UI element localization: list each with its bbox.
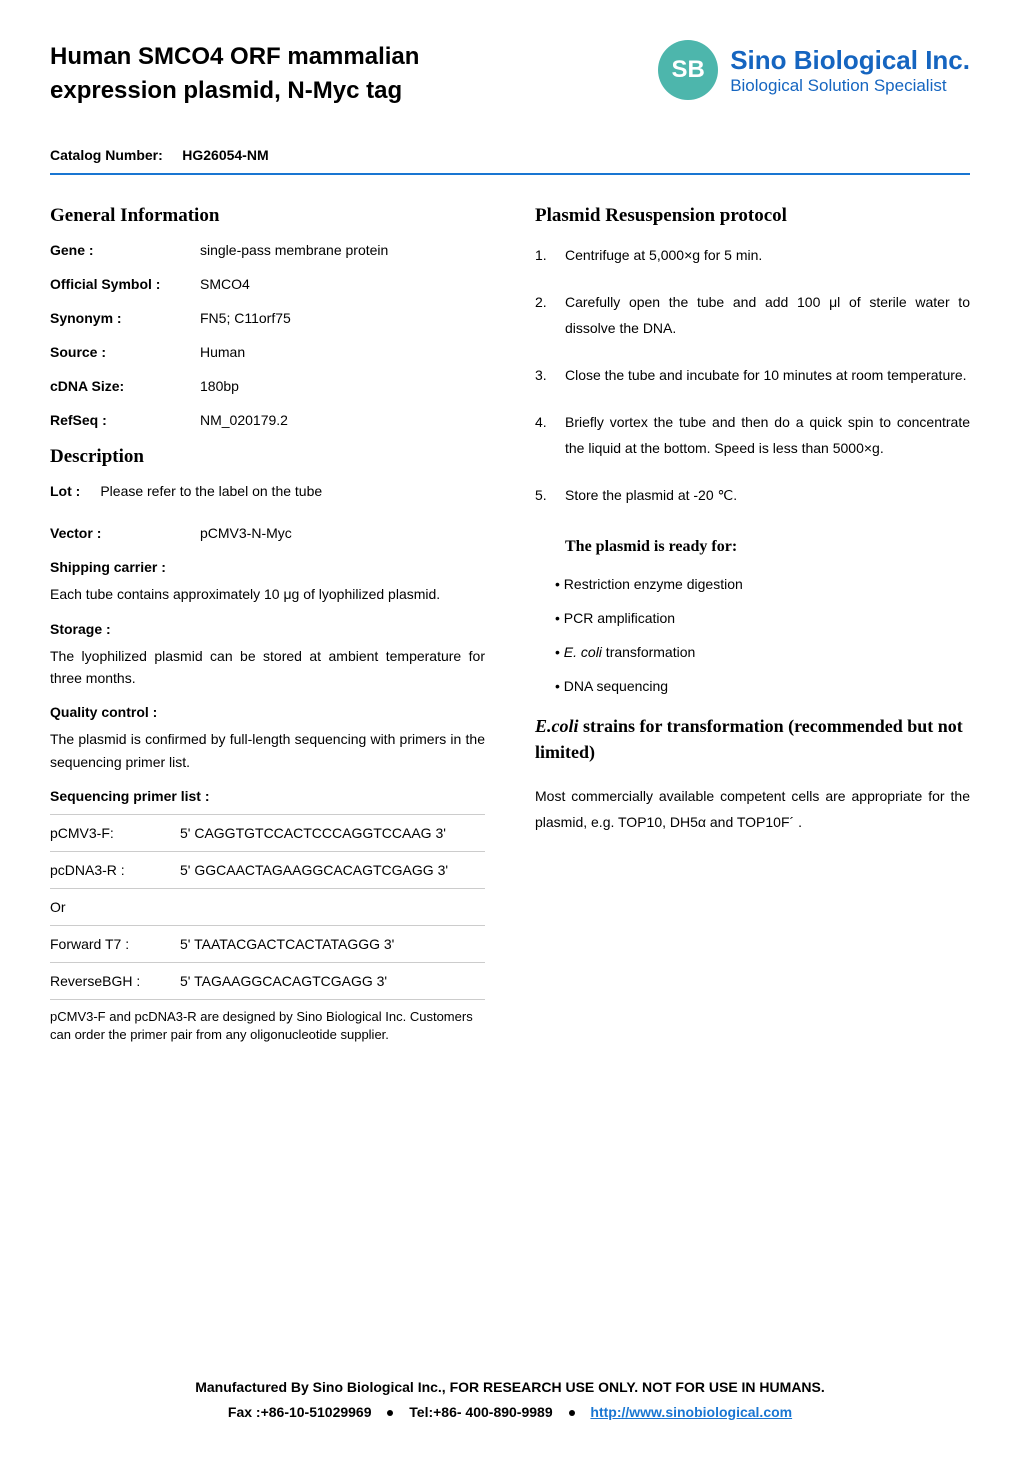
info-value: 180bp	[200, 378, 485, 394]
footer-fax: Fax :+86-10-51029969	[228, 1404, 372, 1420]
ready-item: • Restriction enzyme digestion	[555, 576, 970, 592]
primer-table: pCMV3-F:5' CAGGTGTCCACTCCCAGGTCCAAG 3' p…	[50, 814, 485, 1000]
shipping-text: Each tube contains approximately 10 μg o…	[50, 583, 485, 605]
footer-link[interactable]: http://www.sinobiological.com	[590, 1404, 792, 1420]
info-row: RefSeq :NM_020179.2	[50, 412, 485, 428]
shipping-label: Shipping carrier :	[50, 559, 485, 575]
storage-label: Storage :	[50, 621, 485, 637]
protocol-text: Carefully open the tube and add 100 μl o…	[565, 289, 970, 342]
info-label: Synonym :	[50, 310, 200, 326]
info-label: Gene :	[50, 242, 200, 258]
catalog-row: Catalog Number: HG26054-NM	[50, 147, 970, 165]
logo-icon: SB	[658, 40, 718, 100]
primer-row: ReverseBGH :5' TAGAAGGCACAGTCGAGG 3'	[50, 963, 485, 1000]
protocol-num: 1.	[535, 242, 565, 269]
info-value: single-pass membrane protein	[200, 242, 485, 258]
content: General Information Gene :single-pass me…	[50, 195, 970, 1044]
primer-seq: 5' CAGGTGTCCACTCCCAGGTCCAAG 3'	[180, 825, 485, 841]
info-row: Official Symbol :SMCO4	[50, 276, 485, 292]
lot-value: Please refer to the label on the tube	[100, 483, 322, 507]
lot-row: Lot : Please refer to the label on the t…	[50, 483, 485, 507]
footer-line2: Fax :+86-10-51029969 Tel:+86- 400-890-99…	[50, 1400, 970, 1425]
footer-tel: Tel:+86- 400-890-9989	[409, 1404, 552, 1420]
primer-row: Or	[50, 889, 485, 926]
info-row: Gene :single-pass membrane protein	[50, 242, 485, 258]
protocol-text: Centrifuge at 5,000×g for 5 min.	[565, 242, 762, 269]
bullet-icon	[569, 1410, 575, 1416]
footer: Manufactured By Sino Biological Inc., FO…	[50, 1375, 970, 1425]
footer-line1: Manufactured By Sino Biological Inc., FO…	[50, 1375, 970, 1400]
info-row: Synonym :FN5; C11orf75	[50, 310, 485, 326]
vector-label: Vector :	[50, 525, 200, 541]
description-heading: Description	[50, 446, 485, 468]
protocol-num: 3.	[535, 362, 565, 389]
protocol-item: 1.Centrifuge at 5,000×g for 5 min.	[535, 242, 970, 269]
protocol-item: 5.Store the plasmid at -20 ℃.	[535, 482, 970, 509]
info-row: cDNA Size:180bp	[50, 378, 485, 394]
right-column: Plasmid Resuspension protocol 1.Centrifu…	[535, 195, 970, 1044]
primer-seq: 5' TAATACGACTCACTATAGGG 3'	[180, 936, 485, 952]
storage-text: The lyophilized plasmid can be stored at…	[50, 645, 485, 690]
info-value: SMCO4	[200, 276, 485, 292]
divider	[50, 173, 970, 175]
primer-row: pcDNA3-R :5' GGCAACTAGAAGGCACAGTCGAGG 3'	[50, 852, 485, 889]
header: Human SMCO4 ORF mammalian expression pla…	[50, 40, 970, 107]
vector-value: pCMV3-N-Myc	[200, 525, 485, 541]
primer-name: Forward T7 :	[50, 936, 180, 952]
info-label: Source :	[50, 344, 200, 360]
ready-list: • Restriction enzyme digestion • PCR amp…	[555, 576, 970, 694]
ecoli-heading: E.coli strains for transformation (recom…	[535, 714, 970, 764]
primer-name: ReverseBGH :	[50, 973, 180, 989]
info-value: NM_020179.2	[200, 412, 485, 428]
protocol-heading: Plasmid Resuspension protocol	[535, 205, 970, 227]
protocol-item: 2.Carefully open the tube and add 100 μl…	[535, 289, 970, 342]
lot-label: Lot :	[50, 483, 80, 499]
ecoli-heading-rest: strains for transformation (recommended …	[535, 716, 963, 761]
info-label: cDNA Size:	[50, 378, 200, 394]
primer-name: Or	[50, 899, 180, 915]
primer-name: pCMV3-F:	[50, 825, 180, 841]
quality-text: The plasmid is confirmed by full-length …	[50, 728, 485, 773]
general-info-heading: General Information	[50, 205, 485, 227]
protocol-text: Close the tube and incubate for 10 minut…	[565, 362, 967, 389]
primer-note: pCMV3-F and pcDNA3-R are designed by Sin…	[50, 1008, 485, 1044]
bullet-icon	[387, 1410, 393, 1416]
info-label: RefSeq :	[50, 412, 200, 428]
protocol-text: Briefly vortex the tube and then do a qu…	[565, 409, 970, 462]
primer-row: pCMV3-F:5' CAGGTGTCCACTCCCAGGTCCAAG 3'	[50, 814, 485, 852]
left-column: General Information Gene :single-pass me…	[50, 195, 485, 1044]
company-tagline: Biological Solution Specialist	[730, 76, 970, 96]
logo-section: SB Sino Biological Inc. Biological Solut…	[658, 40, 970, 100]
company-name: Sino Biological Inc.	[730, 45, 970, 76]
primer-seq	[180, 899, 485, 915]
catalog-value: HG26054-NM	[182, 147, 268, 163]
protocol-item: 3.Close the tube and incubate for 10 min…	[535, 362, 970, 389]
vector-row: Vector :pCMV3-N-Myc	[50, 525, 485, 541]
ecoli-text: Most commercially available competent ce…	[535, 783, 970, 836]
page-title: Human SMCO4 ORF mammalian expression pla…	[50, 40, 550, 107]
protocol-num: 5.	[535, 482, 565, 509]
info-value: Human	[200, 344, 485, 360]
ecoli-italic: E.coli	[535, 716, 579, 736]
catalog-label: Catalog Number:	[50, 147, 163, 163]
ready-item: • DNA sequencing	[555, 678, 970, 694]
protocol-num: 4.	[535, 409, 565, 462]
primer-label: Sequencing primer list :	[50, 788, 485, 804]
ready-heading: The plasmid is ready for:	[565, 538, 970, 556]
logo-text: Sino Biological Inc. Biological Solution…	[730, 45, 970, 96]
info-value: FN5; C11orf75	[200, 310, 485, 326]
primer-seq: 5' GGCAACTAGAAGGCACAGTCGAGG 3'	[180, 862, 485, 878]
primer-row: Forward T7 :5' TAATACGACTCACTATAGGG 3'	[50, 926, 485, 963]
ready-item: • E. coli transformation	[555, 644, 970, 660]
protocol-list: 1.Centrifuge at 5,000×g for 5 min. 2.Car…	[535, 242, 970, 508]
info-label: Official Symbol :	[50, 276, 200, 292]
protocol-num: 2.	[535, 289, 565, 342]
protocol-item: 4.Briefly vortex the tube and then do a …	[535, 409, 970, 462]
ready-item: • PCR amplification	[555, 610, 970, 626]
primer-seq: 5' TAGAAGGCACAGTCGAGG 3'	[180, 973, 485, 989]
protocol-text: Store the plasmid at -20 ℃.	[565, 482, 737, 509]
info-row: Source :Human	[50, 344, 485, 360]
primer-name: pcDNA3-R :	[50, 862, 180, 878]
quality-label: Quality control :	[50, 704, 485, 720]
